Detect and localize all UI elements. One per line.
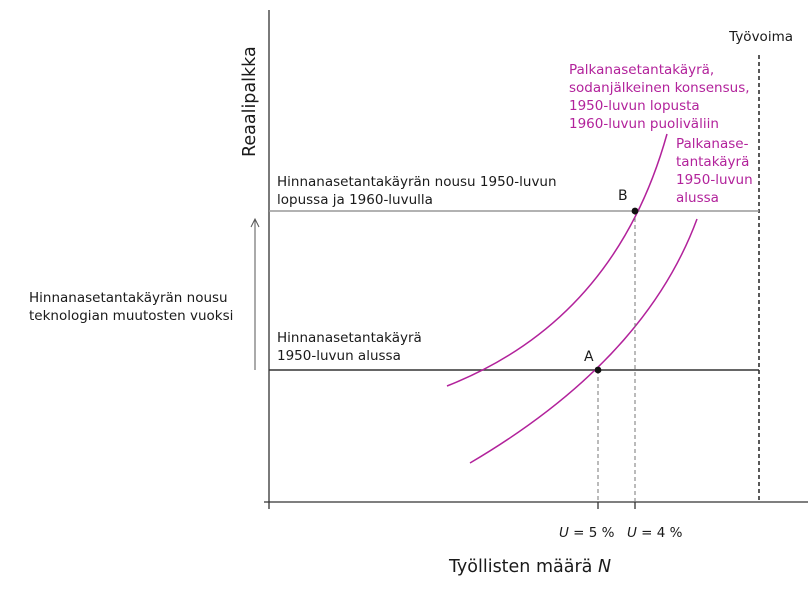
price-curve-low-label: Hinnanasetantakäyrä 1950-luvun alussa bbox=[277, 330, 426, 364]
price-curve-high-label: Hinnanasetantakäyrän nousu 1950-luvun lo… bbox=[277, 174, 561, 208]
wage-curve-late-label: Palkanasetantakäyrä, sodanjälkeinen kons… bbox=[569, 62, 754, 132]
x-axis-title: Työllisten määrä N bbox=[448, 557, 611, 577]
point-a bbox=[594, 366, 602, 374]
wage-curve-early-label: Palkanase- tantakäyrä 1950-luvun alussa bbox=[676, 136, 757, 206]
labor-force-label: Työvoima bbox=[728, 29, 793, 45]
unemployment-label-a: U = 5 % bbox=[559, 525, 615, 541]
wage-setting-curve-late bbox=[446, 133, 668, 387]
point-a-label: A bbox=[584, 349, 594, 365]
wage-setting-curve-early bbox=[469, 218, 698, 464]
unemployment-label-b: U = 4 % bbox=[627, 525, 683, 541]
y-axis-title: Reaalipalkka bbox=[240, 46, 260, 157]
point-b bbox=[631, 207, 639, 215]
point-b-label: B bbox=[618, 188, 628, 204]
shift-note: Hinnanasetantakäyrän nousu teknologian m… bbox=[29, 290, 233, 324]
shift-arrow-head bbox=[250, 217, 260, 228]
